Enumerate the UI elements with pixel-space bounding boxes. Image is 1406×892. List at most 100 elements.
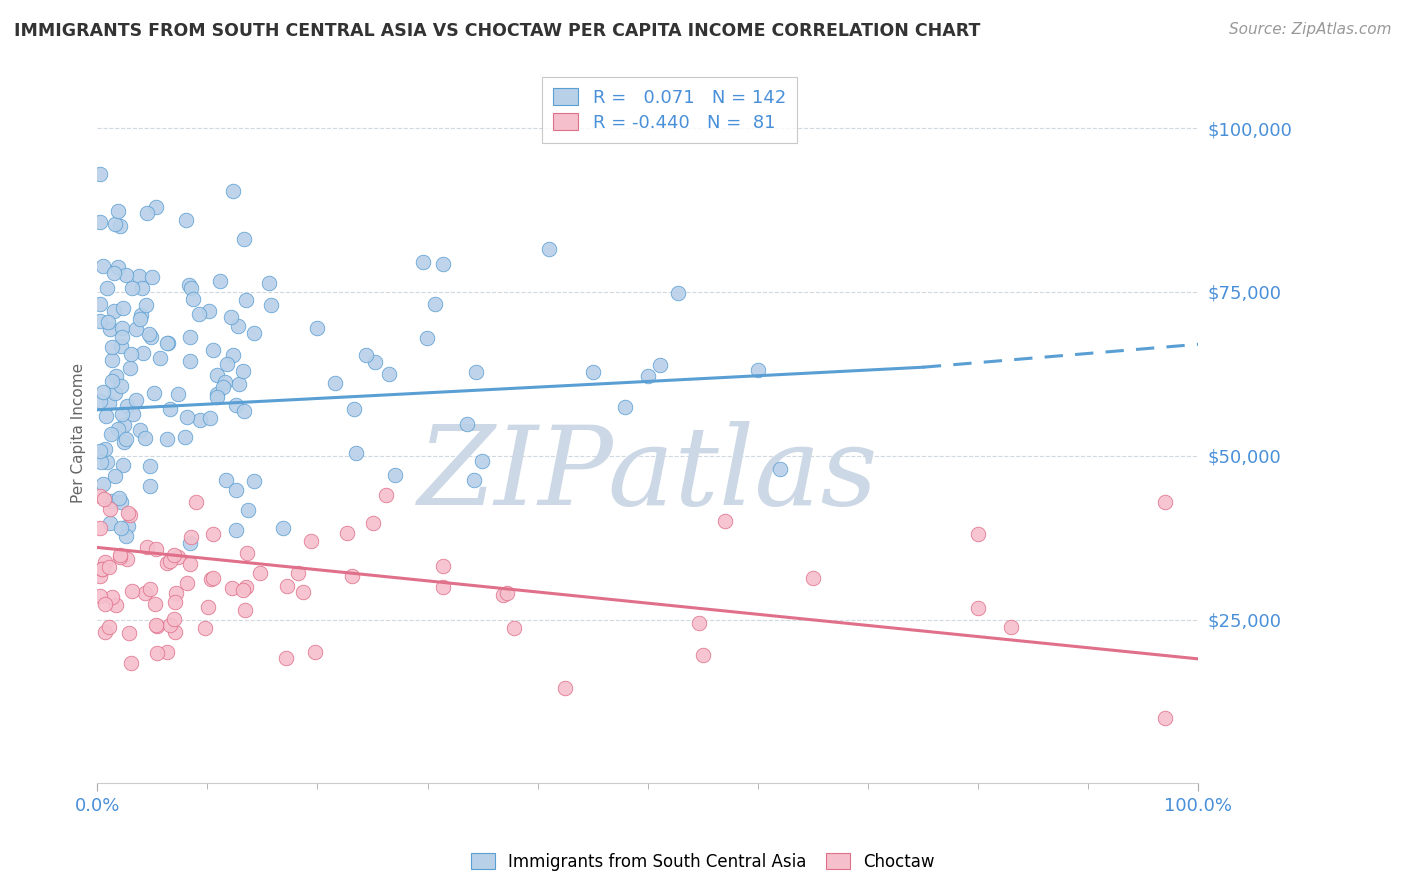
Point: [235, 580, 257, 594]
Point: [219, 310, 242, 324]
Point: [128, 269, 150, 284]
Point: [135, 298, 157, 312]
Point: [156, 557, 179, 571]
Point: [120, 508, 142, 522]
Point: [143, 597, 166, 611]
Point: [221, 581, 243, 595]
Point: [432, 580, 454, 594]
Point: [257, 277, 280, 291]
Point: [111, 330, 134, 344]
Point: [117, 506, 139, 520]
Point: [156, 645, 179, 659]
Point: [271, 521, 294, 535]
Point: [104, 469, 127, 483]
Point: [156, 336, 179, 351]
Point: [336, 525, 359, 540]
Point: [97, 316, 120, 330]
Point: [89, 314, 111, 328]
Point: [201, 343, 224, 357]
Point: [502, 621, 524, 635]
Point: [103, 266, 125, 280]
Point: [110, 339, 132, 353]
Point: [1000, 620, 1022, 634]
Point: [115, 529, 138, 543]
Point: [233, 232, 256, 246]
Point: [236, 503, 259, 517]
Point: [165, 595, 187, 609]
Point: [111, 301, 134, 315]
Point: [91, 562, 114, 576]
Point: [98, 516, 121, 530]
Point: [107, 491, 129, 505]
Point: [159, 618, 181, 632]
Point: [688, 615, 710, 630]
Point: [378, 367, 401, 381]
Point: [96, 455, 118, 469]
Point: [121, 584, 143, 599]
Point: [104, 599, 127, 613]
Point: [121, 281, 143, 295]
Point: [134, 586, 156, 600]
Point: [222, 184, 245, 198]
Point: [89, 214, 111, 228]
Point: [176, 576, 198, 591]
Point: [139, 582, 162, 596]
Point: [174, 430, 197, 444]
Point: [180, 530, 202, 544]
Point: [194, 621, 217, 635]
Point: [131, 281, 153, 295]
Point: [471, 453, 494, 467]
Point: [139, 458, 162, 473]
Point: [93, 492, 115, 507]
Point: [89, 443, 111, 458]
Point: [637, 369, 659, 384]
Point: [96, 281, 118, 295]
Point: [207, 387, 229, 401]
Point: [117, 519, 139, 533]
Point: [432, 257, 454, 271]
Point: [108, 219, 131, 234]
Point: [292, 585, 315, 599]
Point: [184, 494, 207, 508]
Point: [89, 490, 111, 504]
Point: [94, 442, 117, 457]
Point: [215, 473, 238, 487]
Point: [166, 550, 188, 565]
Point: [91, 260, 114, 274]
Point: [138, 327, 160, 342]
Point: [456, 417, 478, 432]
Point: [115, 399, 138, 413]
Point: [104, 386, 127, 401]
Point: [159, 402, 181, 417]
Point: [112, 458, 135, 473]
Point: [125, 322, 148, 336]
Point: [463, 474, 485, 488]
Point: [132, 346, 155, 360]
Point: [90, 455, 112, 469]
Point: [98, 396, 121, 410]
Point: [464, 365, 486, 379]
Point: [304, 645, 326, 659]
Point: [225, 398, 247, 412]
Text: IMMIGRANTS FROM SOUTH CENTRAL ASIA VS CHOCTAW PER CAPITA INCOME CORRELATION CHAR: IMMIGRANTS FROM SOUTH CENTRAL ASIA VS CH…: [14, 22, 980, 40]
Point: [343, 401, 366, 416]
Point: [201, 527, 224, 541]
Point: [121, 657, 143, 671]
Point: [129, 423, 152, 437]
Point: [101, 494, 124, 508]
Point: [432, 558, 454, 573]
Point: [145, 618, 167, 632]
Point: [129, 308, 152, 322]
Point: [166, 387, 188, 401]
Point: [120, 347, 142, 361]
Point: [103, 303, 125, 318]
Point: [243, 474, 266, 488]
Point: [104, 369, 127, 384]
Point: [228, 376, 250, 391]
Y-axis label: Per Capita Income: Per Capita Income: [72, 363, 86, 503]
Point: [236, 545, 259, 559]
Point: [94, 598, 117, 612]
Point: [650, 359, 672, 373]
Point: [375, 488, 398, 502]
Point: [100, 501, 122, 516]
